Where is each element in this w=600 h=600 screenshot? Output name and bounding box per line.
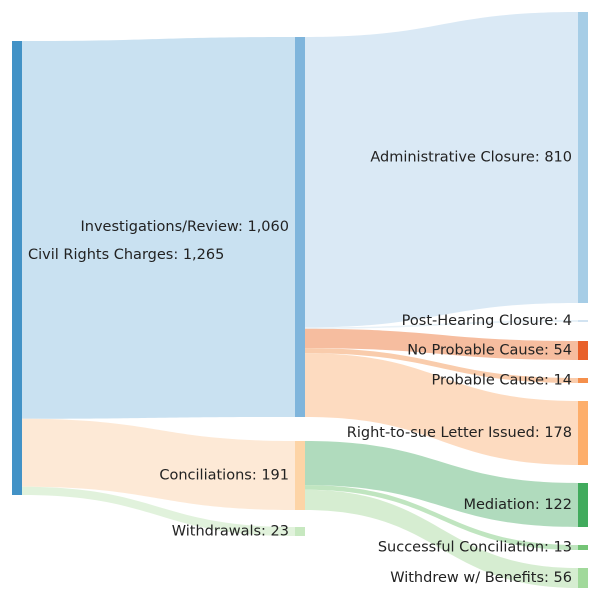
node-label-post: Post-Hearing Closure: 4: [402, 313, 572, 329]
node-label-withdrew: Withdrew w/ Benefits: 56: [390, 570, 572, 586]
link-civil-to-withdrawals: [22, 486, 295, 536]
node-mediation: [578, 483, 588, 527]
link-invest-to-nopc: [305, 328, 578, 360]
node-label-withdrawals: Withdrawals: 23: [172, 524, 289, 540]
node-succ: [578, 545, 588, 550]
link-concil-to-mediation: [305, 441, 578, 527]
node-concil: [295, 441, 305, 510]
node-nopc: [578, 341, 588, 360]
node-label-invest: Investigations/Review: 1,060: [81, 219, 290, 235]
node-label-succ: Successful Conciliation: 13: [378, 540, 572, 556]
link-invest-to-rts: [305, 353, 578, 465]
node-post: [578, 320, 588, 322]
node-label-pc: Probable Cause: 14: [432, 373, 572, 389]
node-label-concil: Conciliations: 191: [159, 468, 289, 484]
link-invest-to-post: [305, 320, 578, 329]
node-withdrawals: [295, 527, 305, 536]
nodes-layer: [12, 12, 588, 588]
link-concil-to-succ: [305, 485, 578, 550]
labels-layer: Civil Rights Charges: 1,265 Investigation…: [28, 150, 572, 587]
node-rts: [578, 401, 588, 465]
node-label-rts: Right-to-sue Letter Issued: 178: [347, 425, 572, 441]
link-invest-to-pc: [305, 348, 578, 383]
link-civil-to-invest: [22, 37, 295, 419]
node-label-mediation: Mediation: 122: [464, 497, 573, 513]
node-invest: [295, 37, 305, 417]
node-admin: [578, 12, 588, 303]
node-civil: [12, 41, 22, 495]
link-civil-to-concil: [22, 418, 295, 510]
link-concil-to-withdrew: [305, 489, 578, 588]
node-withdrew: [578, 568, 588, 588]
links-layer: [22, 12, 578, 588]
node-label-admin: Administrative Closure: 810: [370, 150, 572, 166]
link-invest-to-admin: [305, 12, 578, 328]
node-label-civil: Civil Rights Charges: 1,265: [28, 247, 224, 263]
node-label-nopc: No Probable Cause: 54: [407, 343, 572, 359]
node-pc: [578, 378, 588, 383]
